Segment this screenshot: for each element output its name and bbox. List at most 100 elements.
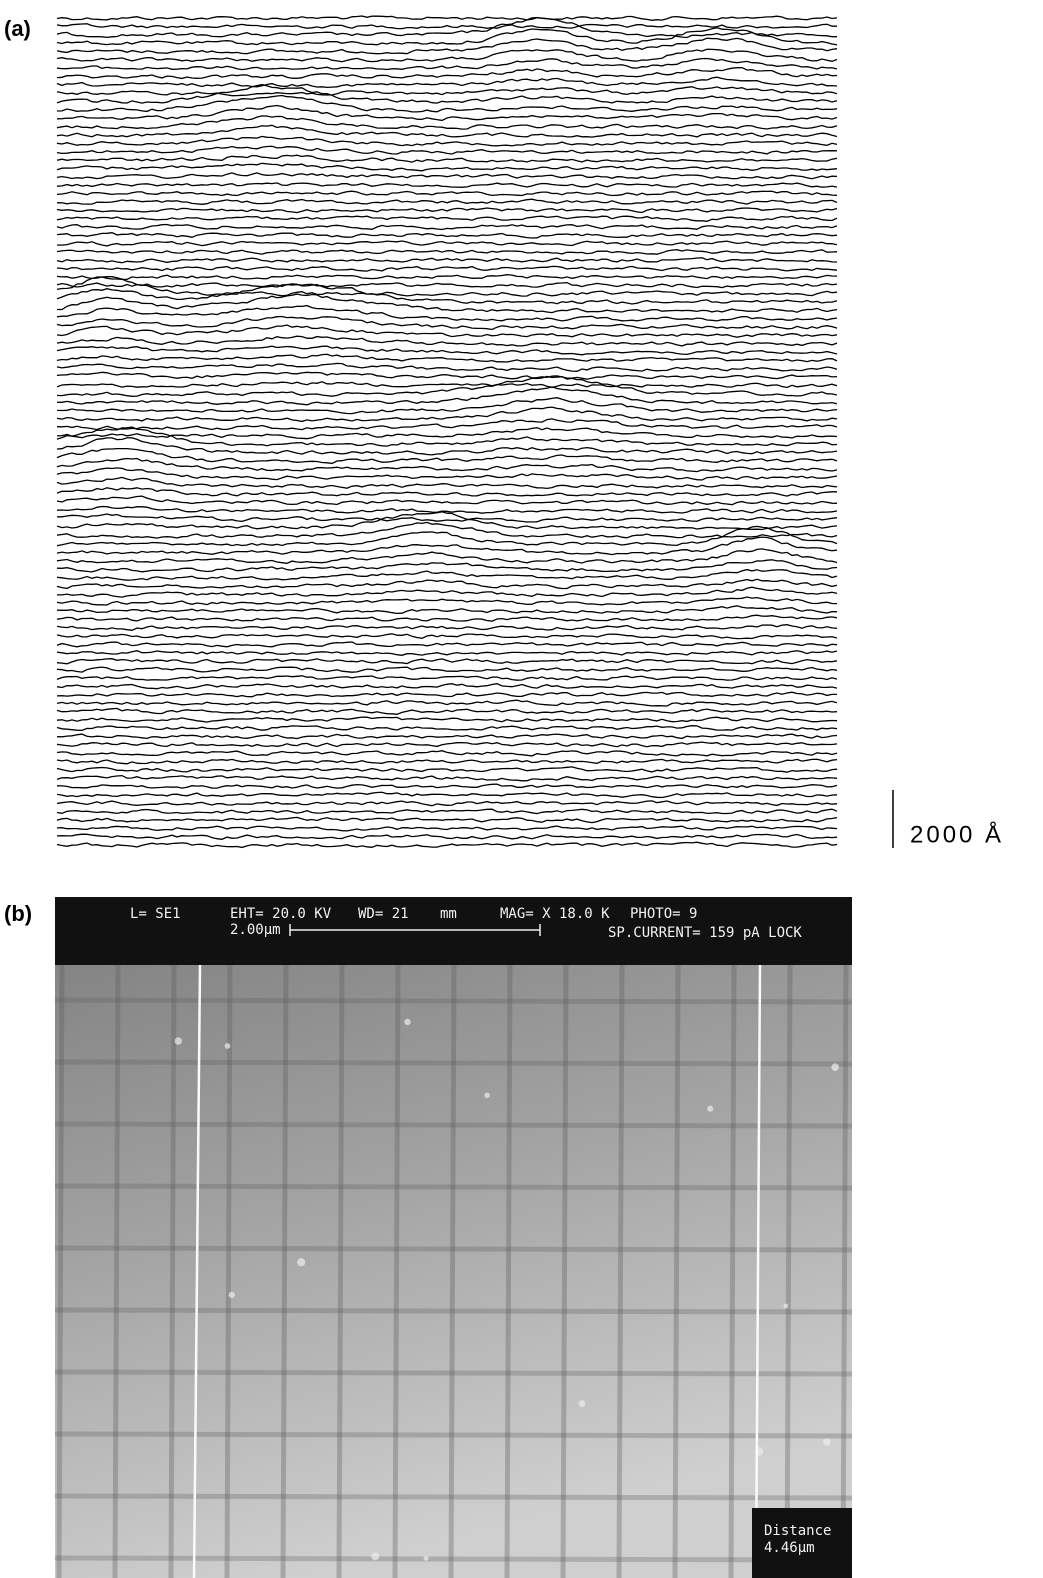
profile-line	[56, 511, 838, 531]
sem-speck	[371, 1552, 380, 1561]
profile-line	[56, 578, 838, 590]
profile-line	[56, 467, 838, 481]
profile-line	[56, 249, 838, 255]
profile-line	[56, 115, 838, 130]
profile-line	[56, 825, 838, 832]
profile-line	[56, 397, 838, 415]
sem-speck	[783, 1303, 789, 1309]
profile-line	[56, 816, 838, 824]
profile-line	[56, 48, 838, 63]
profile-line	[56, 733, 838, 740]
header-text: MAG= X 18.0 K	[500, 906, 610, 922]
measure-line	[192, 964, 202, 1578]
profile-line	[57, 198, 838, 205]
measure-line	[754, 964, 762, 1578]
profile-line	[56, 841, 838, 849]
sem-speck	[423, 1555, 429, 1561]
profile-line	[56, 145, 838, 155]
sem-speck	[707, 1105, 714, 1112]
profile-line	[56, 94, 838, 113]
profile-line	[56, 265, 838, 272]
profile-line	[56, 281, 838, 289]
profile-line	[56, 66, 838, 80]
profile-line	[56, 418, 838, 431]
profile-line	[56, 758, 838, 765]
sem-grid-line	[54, 1369, 853, 1377]
sem-speck	[228, 1291, 235, 1299]
profile-line	[56, 15, 838, 21]
profile-line	[56, 766, 838, 773]
profile-line	[56, 57, 838, 71]
profile-line	[57, 513, 838, 523]
profile-line	[56, 568, 838, 581]
profile-line	[56, 324, 838, 338]
profile-line	[57, 293, 838, 314]
header-text: WD= 21	[358, 906, 409, 922]
header-text: mm	[440, 906, 457, 922]
profile-line	[56, 371, 838, 380]
profile-line	[56, 741, 838, 748]
profile-line	[56, 633, 838, 640]
profile-line	[56, 666, 838, 673]
profile-line	[56, 487, 837, 497]
measure-value: 4.46µm	[764, 1540, 815, 1556]
profile-line	[56, 447, 838, 465]
profile-line	[56, 182, 838, 188]
sem-speck	[174, 1037, 183, 1045]
profile-line	[56, 495, 838, 506]
profile-line	[57, 586, 838, 598]
profile-line	[56, 699, 838, 707]
profile-line	[56, 707, 838, 715]
profile-line	[56, 521, 838, 539]
sem-speck	[823, 1438, 831, 1446]
sem-speck	[831, 1063, 839, 1072]
sem-grid-line	[54, 997, 853, 1005]
sem-grid-line	[784, 964, 793, 1578]
scale-label: 2000 Å	[910, 820, 1004, 848]
profile-line	[56, 691, 837, 698]
profile-line	[56, 223, 838, 231]
panel-label: (a)	[4, 16, 31, 41]
profile-line	[56, 427, 838, 440]
sem-grid-line	[336, 964, 345, 1578]
profile-line	[56, 124, 838, 138]
profile-line	[56, 624, 838, 631]
sem-header	[55, 897, 852, 965]
sem-grid-line	[112, 964, 121, 1578]
profile-line	[56, 232, 838, 239]
profile-line	[56, 505, 838, 514]
profile-line	[56, 750, 838, 757]
profile-line	[56, 536, 838, 556]
profile-line	[56, 548, 838, 564]
sem-speck	[297, 1258, 306, 1267]
sem-speck	[484, 1092, 490, 1099]
sem-grid-line	[54, 1555, 853, 1563]
sem-grid-line	[224, 964, 233, 1578]
sem-grid-line	[392, 964, 401, 1578]
profile-line	[56, 800, 838, 807]
sem-speck	[224, 1043, 231, 1049]
sem-grid-line	[672, 964, 681, 1578]
header-text: 2.00µm	[230, 922, 281, 938]
measure-box	[752, 1508, 852, 1578]
profile-line	[56, 37, 838, 55]
sem-grid-line	[448, 964, 457, 1578]
profile-line	[56, 274, 838, 281]
profile-line	[56, 658, 838, 665]
profile-line	[56, 215, 838, 222]
profile-line	[56, 675, 838, 681]
profile-line	[56, 375, 838, 397]
line-profiles	[56, 15, 838, 849]
profile-line	[56, 27, 838, 46]
sem-grid-line	[168, 964, 177, 1578]
profile-line	[56, 135, 838, 147]
profile-line	[56, 23, 837, 30]
profile-line	[56, 276, 838, 297]
profile-line	[56, 172, 838, 180]
header-text: PHOTO= 9	[630, 906, 697, 922]
profile-line	[56, 716, 838, 723]
sem-image	[55, 897, 852, 1578]
profile-line	[56, 457, 838, 473]
profile-line	[56, 381, 838, 389]
panel-label: (b)	[4, 901, 32, 926]
